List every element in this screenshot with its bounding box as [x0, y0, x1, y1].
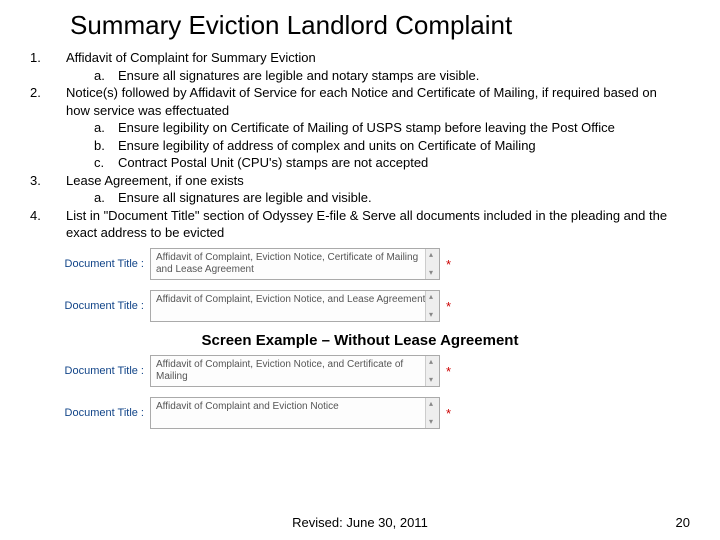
list-text: Lease Agreement, if one exists [66, 172, 680, 190]
list-number: 1. [30, 49, 66, 84]
example-block-2: Document Title : Affidavit of Complaint,… [0, 355, 720, 429]
document-title-row: Document Title : Affidavit of Complaint,… [50, 248, 720, 280]
field-label: Document Title : [50, 300, 150, 312]
scroll-down-icon[interactable]: ▾ [429, 268, 433, 278]
sub-text: Ensure legibility on Certificate of Mail… [118, 119, 680, 137]
sub-number: c. [94, 154, 118, 172]
sub-text: Ensure legibility of address of complex … [118, 137, 680, 155]
field-label: Document Title : [50, 407, 150, 419]
document-title-row: Document Title : Affidavit of Complaint,… [50, 290, 720, 322]
sub-item: a. Ensure all signatures are legible and… [66, 189, 680, 207]
required-asterisk: * [446, 257, 451, 272]
scroll-up-icon[interactable]: ▴ [429, 399, 433, 409]
field-value: Affidavit of Complaint, Eviction Notice,… [156, 252, 418, 275]
sub-number: a. [94, 119, 118, 137]
scroll-up-icon[interactable]: ▴ [429, 250, 433, 260]
list-item: 2. Notice(s) followed by Affidavit of Se… [30, 84, 680, 172]
field-value: Affidavit of Complaint and Eviction Noti… [156, 401, 339, 412]
field-value: Affidavit of Complaint, Eviction Notice,… [156, 359, 403, 382]
required-asterisk: * [446, 299, 451, 314]
list-text: Affidavit of Complaint for Summary Evict… [66, 49, 680, 67]
sub-item: b. Ensure legibility of address of compl… [66, 137, 680, 155]
document-title-input[interactable]: Affidavit of Complaint, Eviction Notice,… [150, 290, 440, 322]
list-text: Notice(s) followed by Affidavit of Servi… [66, 84, 680, 119]
field-value: Affidavit of Complaint, Eviction Notice,… [156, 294, 425, 305]
scrollbar[interactable]: ▴ ▾ [425, 291, 439, 321]
scroll-up-icon[interactable]: ▴ [429, 292, 433, 302]
scroll-down-icon[interactable]: ▾ [429, 375, 433, 385]
list-item: 4. List in "Document Title" section of O… [30, 207, 680, 242]
scroll-down-icon[interactable]: ▾ [429, 310, 433, 320]
list-item: 3. Lease Agreement, if one exists a. Ens… [30, 172, 680, 207]
document-title-row: Document Title : Affidavit of Complaint … [50, 397, 720, 429]
list-item: 1. Affidavit of Complaint for Summary Ev… [30, 49, 680, 84]
sub-text: Ensure all signatures are legible and vi… [118, 189, 680, 207]
sub-number: a. [94, 67, 118, 85]
list-number: 2. [30, 84, 66, 172]
example-block-1: Document Title : Affidavit of Complaint,… [0, 248, 720, 322]
sub-item: c. Contract Postal Unit (CPU's) stamps a… [66, 154, 680, 172]
required-asterisk: * [446, 364, 451, 379]
sub-text: Ensure all signatures are legible and no… [118, 67, 680, 85]
page-number: 20 [676, 515, 690, 530]
list-number: 4. [30, 207, 66, 242]
page-title: Summary Eviction Landlord Complaint [0, 0, 720, 49]
sub-item: a. Ensure legibility on Certificate of M… [66, 119, 680, 137]
document-title-input[interactable]: Affidavit of Complaint and Eviction Noti… [150, 397, 440, 429]
sub-item: a. Ensure all signatures are legible and… [66, 67, 680, 85]
revised-date: Revised: June 30, 2011 [0, 515, 720, 530]
sub-number: a. [94, 189, 118, 207]
document-title-row: Document Title : Affidavit of Complaint,… [50, 355, 720, 387]
scrollbar[interactable]: ▴ ▾ [425, 356, 439, 386]
field-label: Document Title : [50, 258, 150, 270]
scroll-up-icon[interactable]: ▴ [429, 357, 433, 367]
caption: Screen Example – Without Lease Agreement [0, 332, 720, 349]
field-label: Document Title : [50, 365, 150, 377]
scrollbar[interactable]: ▴ ▾ [425, 249, 439, 279]
document-title-input[interactable]: Affidavit of Complaint, Eviction Notice,… [150, 248, 440, 280]
scroll-down-icon[interactable]: ▾ [429, 417, 433, 427]
list-text: List in "Document Title" section of Odys… [66, 207, 680, 242]
list-number: 3. [30, 172, 66, 207]
sub-number: b. [94, 137, 118, 155]
numbered-list: 1. Affidavit of Complaint for Summary Ev… [0, 49, 720, 242]
scrollbar[interactable]: ▴ ▾ [425, 398, 439, 428]
document-title-input[interactable]: Affidavit of Complaint, Eviction Notice,… [150, 355, 440, 387]
required-asterisk: * [446, 406, 451, 421]
sub-text: Contract Postal Unit (CPU's) stamps are … [118, 154, 680, 172]
